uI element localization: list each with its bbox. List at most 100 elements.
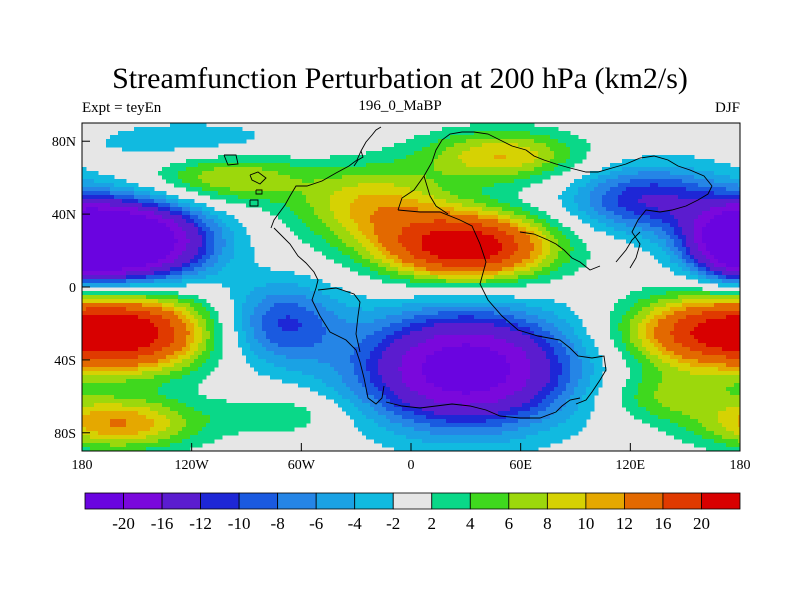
field-cell	[98, 219, 103, 224]
field-cell	[178, 295, 183, 300]
field-cell	[102, 327, 107, 332]
field-cell	[158, 391, 163, 396]
field-cell	[374, 307, 379, 312]
field-cell	[282, 307, 287, 312]
field-cell	[358, 403, 363, 408]
field-cell	[110, 343, 115, 348]
field-cell	[150, 203, 155, 208]
field-cell	[322, 195, 327, 200]
field-cell	[110, 203, 115, 208]
field-cell	[214, 179, 219, 184]
field-cell	[242, 303, 247, 308]
field-cell	[354, 399, 359, 404]
field-cell	[398, 379, 403, 384]
field-cell	[270, 427, 275, 432]
field-cell	[130, 339, 135, 344]
field-cell	[130, 347, 135, 352]
field-cell	[218, 171, 223, 176]
field-cell	[270, 407, 275, 412]
field-cell	[302, 307, 307, 312]
field-cell	[262, 203, 267, 208]
field-cell	[302, 275, 307, 280]
field-cell	[94, 255, 99, 260]
field-cell	[134, 211, 139, 216]
field-cell	[158, 423, 163, 428]
field-cell	[334, 179, 339, 184]
field-cell	[278, 187, 283, 192]
field-cell	[254, 187, 259, 192]
field-cell	[122, 323, 127, 328]
field-cell	[130, 227, 135, 232]
field-cell	[322, 171, 327, 176]
field-cell	[330, 315, 335, 320]
field-cell	[346, 355, 351, 360]
field-cell	[234, 251, 239, 256]
field-cell	[386, 191, 391, 196]
field-cell	[190, 439, 195, 444]
field-cell	[378, 387, 383, 392]
field-cell	[354, 163, 359, 168]
field-cell	[222, 423, 227, 428]
field-cell	[254, 263, 259, 268]
field-cell	[146, 211, 151, 216]
field-cell	[82, 223, 87, 228]
field-cell	[274, 167, 279, 172]
field-cell	[206, 259, 211, 264]
field-cell	[398, 207, 403, 212]
field-cell	[346, 311, 351, 316]
field-cell	[270, 415, 275, 420]
field-cell	[182, 259, 187, 264]
field-cell	[354, 367, 359, 372]
field-cell	[186, 259, 191, 264]
field-cell	[166, 219, 171, 224]
field-cell	[370, 431, 375, 436]
field-cell	[118, 343, 123, 348]
field-cell	[330, 359, 335, 364]
field-cell	[182, 231, 187, 236]
field-cell	[254, 319, 259, 324]
field-cell	[114, 239, 119, 244]
field-cell	[242, 291, 247, 296]
field-cell	[198, 303, 203, 308]
field-cell	[386, 207, 391, 212]
field-cell	[362, 351, 367, 356]
field-cell	[274, 375, 279, 380]
field-cell	[174, 199, 179, 204]
field-cell	[110, 215, 115, 220]
field-cell	[202, 343, 207, 348]
field-cell	[378, 163, 383, 168]
field-cell	[262, 279, 267, 284]
field-cell	[382, 183, 387, 188]
field-cell	[106, 367, 111, 372]
field-cell	[146, 231, 151, 236]
field-cell	[86, 403, 91, 408]
field-cell	[190, 359, 195, 364]
field-cell	[178, 199, 183, 204]
field-cell	[318, 383, 323, 388]
field-cell	[338, 343, 343, 348]
field-cell	[162, 259, 167, 264]
field-cell	[330, 363, 335, 368]
field-cell	[390, 359, 395, 364]
field-cell	[338, 379, 343, 384]
field-cell	[230, 155, 235, 160]
field-cell	[118, 375, 123, 380]
field-cell	[186, 303, 191, 308]
field-cell	[250, 287, 255, 292]
field-cell	[86, 419, 91, 424]
field-cell	[394, 355, 399, 360]
field-cell	[210, 231, 215, 236]
field-cell	[134, 415, 139, 420]
field-cell	[138, 279, 143, 284]
field-cell	[190, 295, 195, 300]
field-cell	[166, 307, 171, 312]
field-cell	[106, 355, 111, 360]
field-cell	[114, 367, 119, 372]
field-cell	[386, 211, 391, 216]
field-cell	[162, 271, 167, 276]
field-cell	[270, 287, 275, 292]
field-cell	[178, 415, 183, 420]
field-cell	[86, 395, 91, 400]
field-cell	[198, 331, 203, 336]
field-cell	[130, 271, 135, 276]
